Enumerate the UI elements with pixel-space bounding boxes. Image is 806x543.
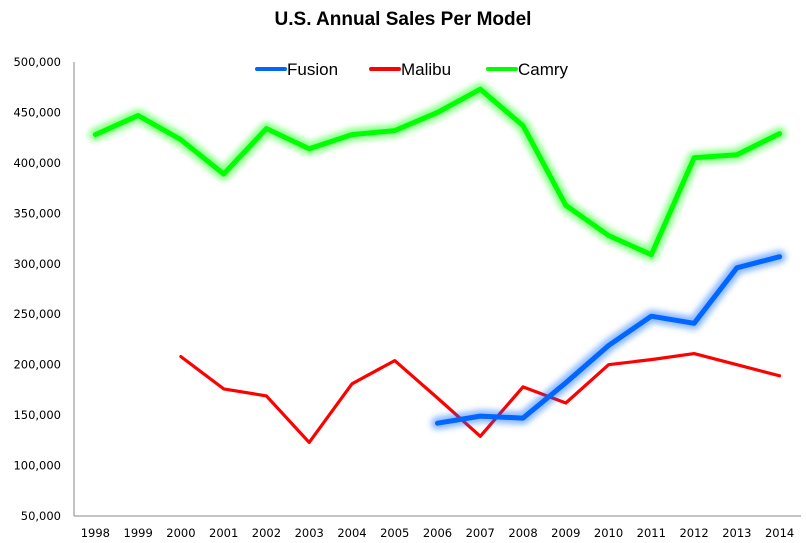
- series-line: [179, 352, 782, 444]
- x-tick-label: 2013: [722, 526, 751, 540]
- x-tick-label: 1999: [124, 526, 153, 540]
- x-tick-label: 2002: [252, 526, 281, 540]
- legend-label: Malibu: [401, 60, 451, 79]
- axes: 50,000 100,000 150,000 200,000 250,000 300,00…: [13, 55, 801, 540]
- legend-item-malibu: Malibu: [369, 60, 451, 79]
- legend-item-fusion: Fusion: [255, 60, 338, 79]
- legend-label: Fusion: [287, 60, 338, 79]
- legend: Fusion Malibu Camry: [255, 60, 569, 79]
- x-tick-label: 2006: [423, 526, 452, 540]
- y-tick-label: 150,000: [13, 408, 61, 422]
- x-tick-label: 2012: [679, 526, 708, 540]
- x-tick-label: 2003: [295, 526, 324, 540]
- x-tick-label: 2004: [337, 526, 366, 540]
- x-tick-label: 2011: [637, 526, 666, 540]
- x-tick-label: 2001: [209, 526, 238, 540]
- x-tick-label: 2005: [380, 526, 409, 540]
- y-tick-label: 450,000: [13, 105, 61, 119]
- y-tick-label: 200,000: [13, 358, 61, 372]
- series-line: [92, 86, 783, 258]
- y-tick-label: 100,000: [13, 459, 61, 473]
- x-tick-label: 2000: [166, 526, 195, 540]
- y-tick-label: 500,000: [13, 55, 61, 69]
- y-tick-label: 250,000: [13, 307, 61, 321]
- legend-item-camry: Camry: [486, 60, 569, 79]
- series-malibu: [179, 352, 782, 444]
- x-tick-label: 2014: [765, 526, 794, 540]
- x-tick-label: 2007: [466, 526, 495, 540]
- chart-title: U.S. Annual Sales Per Model: [275, 9, 532, 30]
- series-layer: [88, 82, 787, 444]
- legend-label: Camry: [518, 60, 569, 79]
- y-tick-label: 300,000: [13, 257, 61, 271]
- series-fusion: [431, 250, 787, 430]
- y-tick-label: 50,000: [21, 509, 61, 523]
- x-tick-label: 2010: [594, 526, 623, 540]
- series-camry: [88, 82, 787, 262]
- x-tick-label: 1998: [81, 526, 110, 540]
- y-tick-label: 400,000: [13, 156, 61, 170]
- y-tick-label: 350,000: [13, 206, 61, 220]
- x-tick-label: 2008: [508, 526, 537, 540]
- x-tick-label: 2009: [551, 526, 580, 540]
